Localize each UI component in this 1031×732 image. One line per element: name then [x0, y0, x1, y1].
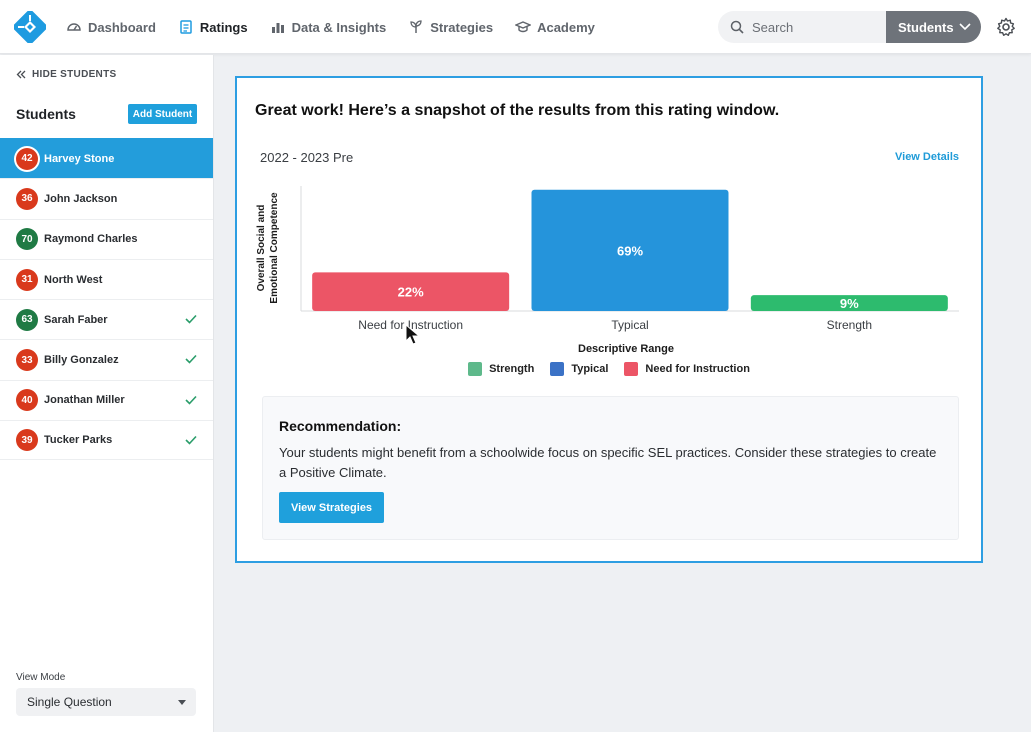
student-row[interactable]: 31 North West: [0, 258, 213, 299]
nav-strategies[interactable]: Strategies: [408, 19, 493, 35]
nav-strategies-label: Strategies: [430, 19, 494, 35]
bar-data-label: 9%: [840, 296, 859, 311]
x-tick-label: Need for Instruction: [358, 318, 463, 332]
graduation-cap-icon: [515, 21, 532, 33]
nav-ratings[interactable]: Ratings: [178, 19, 248, 35]
gear-icon[interactable]: [996, 17, 1016, 37]
legend-label: Need for Instruction: [645, 363, 750, 375]
student-score-badge: 63: [16, 308, 38, 331]
descriptive-range-bar-chart: Overall Social and Emotional Competence 2…: [256, 186, 959, 355]
bar-strength[interactable]: [750, 295, 948, 311]
dashboard-gauge-icon: [67, 23, 81, 31]
checkmark-icon: [185, 436, 197, 445]
view-details-link[interactable]: View Details: [895, 151, 959, 163]
recommendation-panel: Recommendation: Your students might bene…: [262, 396, 959, 540]
nav-data-insights[interactable]: Data & Insights: [270, 19, 387, 35]
legend-swatch: [468, 362, 483, 376]
bar-typical[interactable]: [531, 189, 729, 311]
app-logo-icon[interactable]: [14, 11, 46, 43]
caret-down-icon: [178, 700, 186, 705]
students-scope-label: Students: [898, 19, 954, 35]
hide-students-label: HIDE STUDENTS: [32, 69, 117, 80]
x-tick-label: Strength: [827, 318, 872, 332]
students-heading: Students: [16, 106, 76, 122]
student-row[interactable]: 63 Sarah Faber: [0, 299, 213, 339]
student-name: John Jackson: [44, 192, 118, 205]
sprout-icon: [410, 20, 422, 33]
recommendation-title: Recommendation:: [279, 418, 402, 434]
student-name: Jonathan Miller: [44, 394, 125, 407]
checkmark-icon: [185, 355, 197, 365]
bar-need-for-instruction[interactable]: [312, 272, 510, 311]
legend-item[interactable]: Strength: [468, 362, 534, 376]
y-axis-label-line: Emotional Competence: [269, 192, 280, 304]
student-row[interactable]: 70 Raymond Charles: [0, 218, 213, 259]
student-row[interactable]: 40 Jonathan Miller: [0, 379, 213, 420]
student-score-badge: 39: [16, 429, 38, 452]
legend-label: Strength: [489, 363, 535, 375]
legend-swatch: [550, 362, 565, 376]
legend-item[interactable]: Typical: [550, 362, 608, 376]
student-name: Tucker Parks: [44, 434, 113, 447]
card-title: Great work! Here’s a snapshot of the res…: [255, 102, 780, 119]
student-row[interactable]: 36 John Jackson: [0, 178, 213, 218]
student-row[interactable]: 39 Tucker Parks: [0, 420, 213, 461]
nav-ratings-label: Ratings: [199, 19, 248, 35]
bar-data-label: 22%: [398, 285, 424, 300]
search-box[interactable]: [718, 11, 888, 43]
student-name: Billy Gonzalez: [44, 354, 119, 367]
recommendation-text: Your students might benefit from a schoo…: [279, 445, 937, 480]
student-score-badge: 70: [16, 228, 38, 251]
legend-item[interactable]: Need for Instruction: [624, 362, 750, 376]
view-strategies-button[interactable]: View Strategies: [279, 492, 384, 523]
student-score-badge: 33: [16, 349, 38, 372]
nav-academy-label: Academy: [537, 19, 595, 35]
double-chevron-left-icon: [16, 70, 26, 79]
student-score-badge: 31: [16, 268, 38, 291]
view-mode-label: View Mode: [16, 672, 66, 683]
add-student-button[interactable]: Add Student: [128, 104, 197, 124]
legend-swatch: [624, 362, 639, 376]
results-snapshot-card: Great work! Here’s a snapshot of the res…: [235, 76, 983, 563]
rating-period: 2022 - 2023 Pre: [260, 150, 354, 165]
y-axis-label: Overall Social and Emotional Competence: [256, 192, 280, 304]
search-icon: [730, 20, 744, 34]
student-row[interactable]: 33 Billy Gonzalez: [0, 339, 213, 379]
checkmark-icon: [185, 315, 197, 324]
student-row[interactable]: 42 Harvey Stone: [0, 138, 213, 179]
view-mode-value: Single Question: [27, 695, 112, 709]
student-name: North West: [44, 273, 103, 286]
search-input[interactable]: [752, 19, 872, 35]
nav-data-insights-label: Data & Insights: [291, 19, 387, 35]
nav-dashboard-label: Dashboard: [88, 19, 156, 35]
top-bar: Dashboard Ratings Data & Insights Strate…: [0, 0, 1031, 54]
x-tick-label: Typical: [611, 318, 648, 332]
view-mode-select[interactable]: Single Question: [16, 688, 196, 716]
student-name: Sarah Faber: [44, 313, 108, 326]
nav-academy[interactable]: Academy: [515, 19, 595, 35]
students-sidebar: HIDE STUDENTS Students Add Student 42 Ha…: [0, 55, 214, 732]
checkmark-icon: [185, 395, 197, 405]
main-nav: Dashboard Ratings Data & Insights Strate…: [66, 0, 617, 54]
student-name: Raymond Charles: [44, 233, 138, 246]
nav-dashboard[interactable]: Dashboard: [66, 19, 156, 35]
student-score-badge: 36: [16, 187, 38, 210]
student-name: Harvey Stone: [44, 152, 115, 165]
students-scope-dropdown[interactable]: Students: [886, 11, 981, 43]
legend-label: Typical: [571, 363, 609, 375]
student-score-badge: 42: [16, 147, 38, 170]
hide-students-toggle[interactable]: HIDE STUDENTS: [16, 69, 116, 80]
student-list: 42 Harvey Stone 36 John Jackson 70 Raymo…: [0, 138, 213, 461]
clipboard-list-icon: [180, 20, 192, 34]
y-axis-label-line: Overall Social and: [256, 205, 267, 292]
mouse-cursor-icon: [405, 324, 421, 345]
bar-data-label: 69%: [617, 243, 643, 258]
chart-legend: Strength Typical Need for Instruction: [237, 362, 981, 376]
student-score-badge: 40: [16, 389, 38, 412]
x-axis-label: Descriptive Range: [578, 343, 674, 355]
chevron-down-icon: [959, 23, 971, 31]
bar-chart-icon: [271, 23, 284, 33]
